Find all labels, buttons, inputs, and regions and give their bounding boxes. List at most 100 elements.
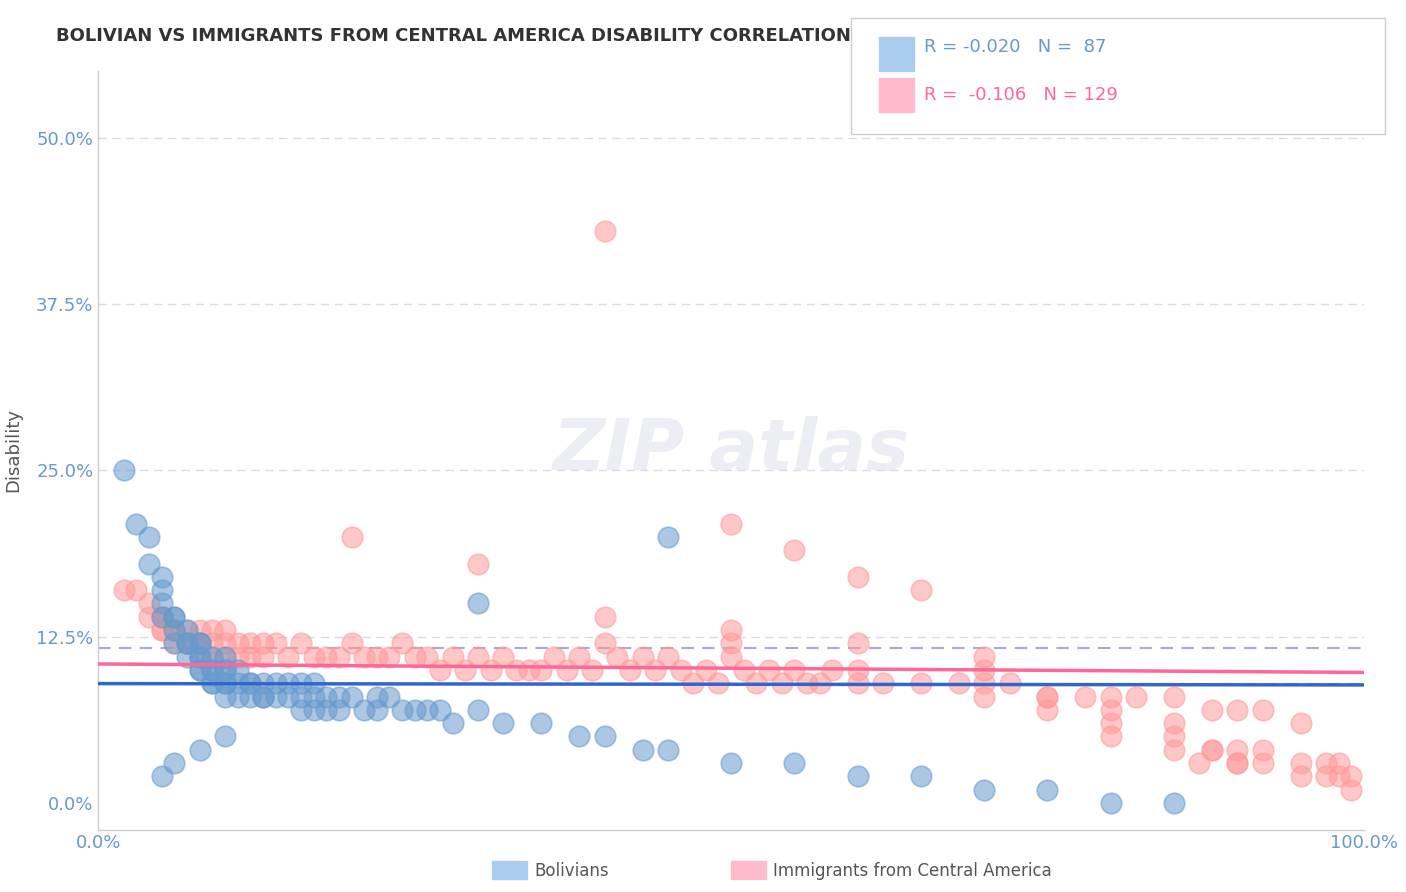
Point: [214, 730, 236, 744]
Point: [631, 649, 654, 664]
Point: [1036, 690, 1059, 704]
Point: [150, 609, 173, 624]
Point: [150, 769, 173, 783]
Point: [150, 623, 173, 637]
Point: [378, 690, 401, 704]
Point: [1226, 703, 1249, 717]
Point: [315, 690, 337, 704]
Point: [1163, 730, 1185, 744]
Point: [1188, 756, 1211, 770]
Point: [593, 730, 616, 744]
Point: [1315, 756, 1337, 770]
Point: [201, 649, 224, 664]
Point: [720, 623, 742, 637]
Point: [467, 596, 489, 610]
Point: [948, 676, 970, 690]
Point: [631, 743, 654, 757]
Point: [150, 609, 173, 624]
Point: [277, 676, 299, 690]
Point: [150, 623, 173, 637]
Point: [568, 649, 591, 664]
Point: [1315, 769, 1337, 783]
Point: [846, 676, 869, 690]
Point: [138, 530, 160, 544]
Point: [328, 649, 350, 664]
Point: [910, 583, 932, 598]
Point: [315, 703, 337, 717]
Point: [454, 663, 477, 677]
Text: Bolivians: Bolivians: [534, 862, 609, 880]
Point: [302, 676, 325, 690]
Point: [973, 663, 995, 677]
Point: [1251, 703, 1274, 717]
Point: [770, 676, 793, 690]
Point: [429, 663, 451, 677]
Point: [910, 769, 932, 783]
Point: [783, 663, 806, 677]
Point: [125, 583, 148, 598]
Point: [188, 636, 211, 650]
Point: [239, 676, 262, 690]
Point: [644, 663, 666, 677]
Point: [391, 703, 413, 717]
Point: [214, 663, 236, 677]
Point: [707, 676, 730, 690]
Point: [214, 676, 236, 690]
Point: [112, 463, 135, 477]
Text: Source: ZipAtlas.com: Source: ZipAtlas.com: [1201, 27, 1364, 42]
Point: [188, 623, 211, 637]
Point: [467, 649, 489, 664]
Point: [188, 636, 211, 650]
Point: [201, 623, 224, 637]
Point: [176, 636, 198, 650]
Point: [188, 663, 211, 677]
Point: [264, 636, 287, 650]
Point: [530, 716, 553, 731]
Point: [226, 649, 249, 664]
Point: [163, 636, 186, 650]
Point: [910, 676, 932, 690]
Point: [214, 649, 236, 664]
Point: [290, 636, 312, 650]
Point: [1036, 782, 1059, 797]
Point: [353, 649, 375, 664]
Point: [720, 516, 742, 531]
Point: [1099, 703, 1122, 717]
Point: [176, 623, 198, 637]
Point: [214, 623, 236, 637]
Point: [176, 636, 198, 650]
Point: [226, 663, 249, 677]
Text: BOLIVIAN VS IMMIGRANTS FROM CENTRAL AMERICA DISABILITY CORRELATION CHART: BOLIVIAN VS IMMIGRANTS FROM CENTRAL AMER…: [56, 27, 925, 45]
Point: [593, 609, 616, 624]
Point: [188, 649, 211, 664]
Point: [366, 703, 388, 717]
Point: [150, 583, 173, 598]
Point: [1163, 716, 1185, 731]
Point: [340, 530, 363, 544]
Point: [530, 663, 553, 677]
Point: [1163, 743, 1185, 757]
Point: [214, 676, 236, 690]
Point: [695, 663, 717, 677]
Point: [973, 649, 995, 664]
Point: [340, 636, 363, 650]
Point: [163, 609, 186, 624]
Point: [846, 663, 869, 677]
Point: [657, 743, 679, 757]
Point: [188, 649, 211, 664]
Point: [163, 623, 186, 637]
Point: [1289, 716, 1312, 731]
Point: [277, 690, 299, 704]
Point: [252, 676, 274, 690]
Point: [1099, 690, 1122, 704]
Point: [1340, 769, 1362, 783]
Point: [290, 703, 312, 717]
Point: [176, 636, 198, 650]
Point: [226, 690, 249, 704]
Point: [366, 690, 388, 704]
Point: [214, 663, 236, 677]
Point: [214, 690, 236, 704]
Point: [1099, 730, 1122, 744]
Point: [188, 649, 211, 664]
Point: [252, 690, 274, 704]
